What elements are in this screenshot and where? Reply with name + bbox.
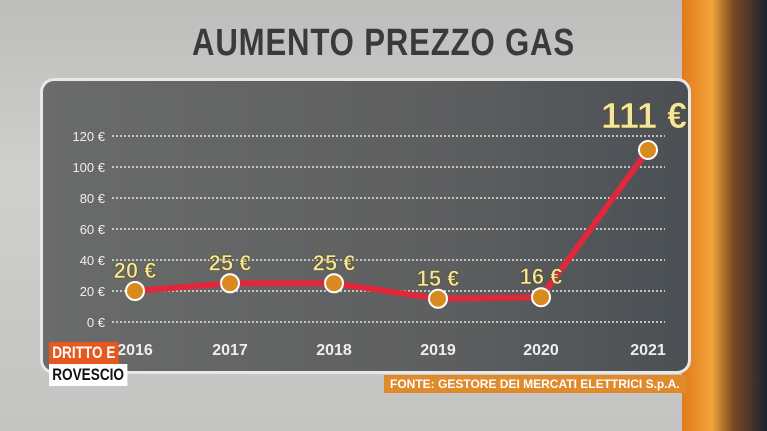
- y-tick-label: 60 €: [80, 222, 106, 237]
- data-point: [428, 288, 448, 309]
- x-tick-label: 2020: [523, 342, 559, 359]
- series-line: [134, 148, 651, 302]
- data-point: [125, 281, 145, 301]
- logo: DRITTO E ROVESCIO: [49, 342, 147, 386]
- x-tick-label: 2021: [630, 342, 666, 359]
- data-label: 25 €: [209, 250, 252, 275]
- y-tick-label: 40 €: [80, 253, 106, 268]
- logo-line2: ROVESCIO: [49, 364, 128, 386]
- logo-line1: DRITTO E: [49, 342, 119, 364]
- data-point: [324, 273, 344, 294]
- chart-panel: [40, 78, 691, 374]
- x-tick-label: 2017: [212, 342, 248, 359]
- y-tick-label: 120 €: [72, 129, 105, 144]
- y-tick-label: 80 €: [80, 191, 106, 206]
- y-tick-label: 100 €: [72, 160, 105, 175]
- y-tick-label: 20 €: [80, 284, 106, 299]
- data-point: [638, 139, 658, 160]
- x-tick-label: 2016: [117, 342, 153, 359]
- data-point: [220, 273, 240, 294]
- data-label: 15 €: [417, 266, 460, 291]
- data-label: 25 €: [313, 250, 356, 275]
- data-label: 111 €: [601, 95, 687, 136]
- source-note: FONTE: GESTORE DEI MERCATI ELETTRICI S.p…: [384, 375, 686, 393]
- data-label: 16 €: [520, 264, 563, 289]
- background-stripe: [682, 0, 767, 431]
- y-tick-label: 0 €: [87, 315, 106, 330]
- x-tick-label: 2018: [316, 342, 352, 359]
- chart-title: AUMENTO PREZZO GAS: [192, 22, 575, 64]
- data-label: 20 €: [114, 258, 157, 283]
- x-tick-label: 2019: [420, 342, 456, 359]
- data-point: [531, 287, 551, 308]
